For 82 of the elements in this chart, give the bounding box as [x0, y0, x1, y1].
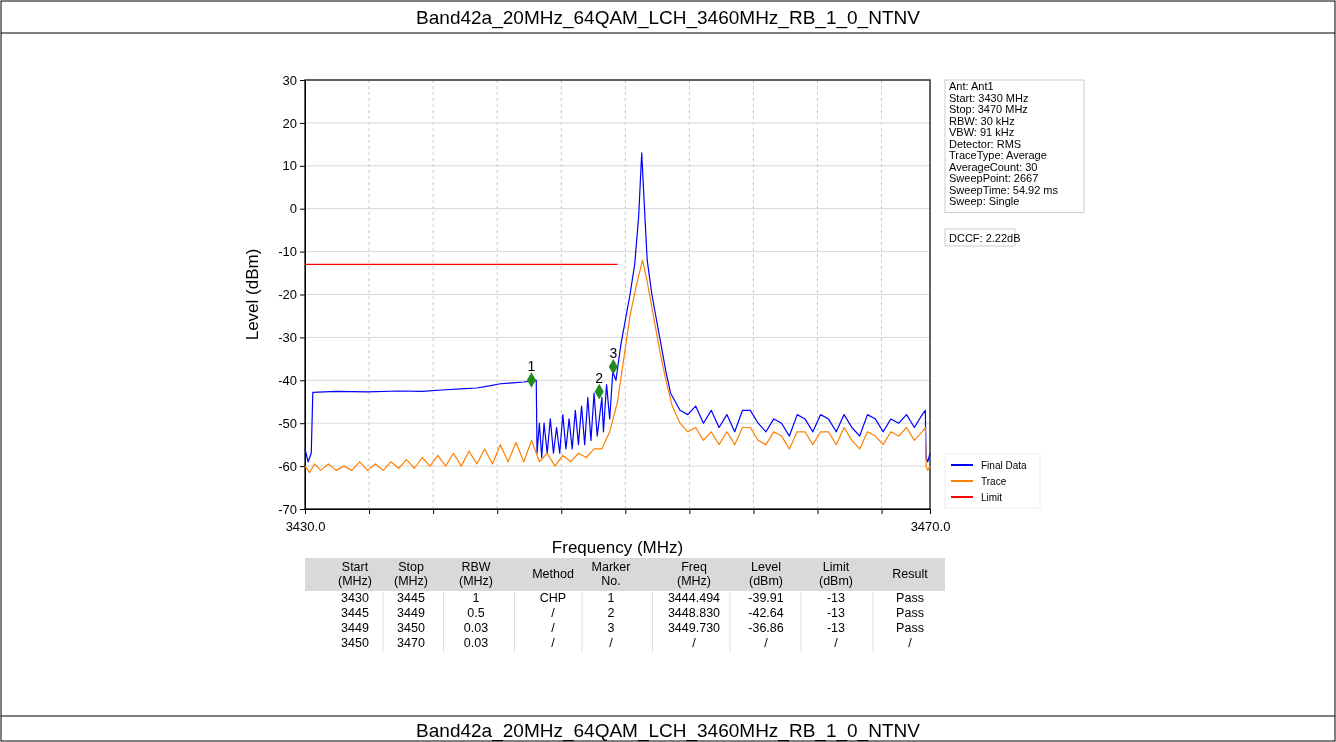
text: / — [834, 636, 839, 650]
text: -36.86 — [748, 621, 784, 635]
text: RBW: 30 kHz — [949, 114, 1015, 127]
y-tick-label: -30 — [278, 330, 297, 346]
y-axis-title: Level (dBm) — [243, 248, 262, 341]
category-label: Limit (dBm) — [818, 560, 854, 588]
text: 3445 — [341, 606, 369, 620]
text: SweepPoint: 2667 — [949, 172, 1039, 184]
text: AverageCount: 30 — [949, 160, 1038, 173]
legend-label: Limit — [981, 492, 1003, 503]
category-label: Result — [892, 567, 929, 581]
text: VBW: 91 kHz — [949, 126, 1015, 138]
text: Pass — [896, 621, 924, 635]
text: 3445 — [397, 591, 425, 605]
x-axis-title: Frequency (MHz) — [551, 538, 684, 557]
text: -13 — [826, 621, 846, 635]
text: 3449 — [397, 606, 425, 620]
text: 3430 — [341, 591, 369, 605]
text: 3448.830 — [667, 606, 721, 620]
y-tick-label: -10 — [278, 244, 297, 260]
text: SweepTime: 54.92 ms — [949, 183, 1059, 196]
annotation: 1 — [527, 357, 536, 374]
text: Stop: 3470 MHz — [949, 103, 1028, 115]
y-tick-label: -20 — [278, 287, 297, 303]
text: CHP — [539, 591, 567, 605]
legend-label: Trace — [981, 476, 1007, 487]
category-label: Stop (MHz) — [393, 560, 429, 588]
y-tick-label: -60 — [278, 458, 297, 474]
y-tick-label: 30 — [282, 72, 297, 88]
text: / — [551, 621, 556, 635]
text: / — [551, 606, 556, 620]
text: -13 — [826, 606, 846, 620]
text: / — [609, 636, 614, 650]
y-tick-label: -40 — [278, 372, 297, 388]
y-tick-label: 0 — [289, 201, 297, 217]
text: DCCF: 2.22dB — [949, 232, 1021, 244]
y-tick-label: -70 — [278, 501, 297, 517]
text: / — [908, 636, 913, 650]
text: -42.64 — [748, 606, 784, 620]
text: 3 — [607, 621, 615, 635]
text: / — [764, 636, 769, 650]
annotation: 2 — [595, 369, 604, 386]
text: 3449 — [341, 621, 369, 635]
text: 3444.494 — [667, 591, 721, 605]
text: -13 — [826, 591, 846, 605]
text: -39.91 — [748, 591, 784, 605]
text: 3450 — [341, 636, 369, 650]
text: Pass — [896, 591, 924, 605]
line-series — [304, 259, 931, 474]
text: / — [692, 636, 697, 650]
category-label: Freq (MHz) — [676, 560, 712, 588]
text: / — [551, 636, 556, 650]
y-tick-label: 20 — [282, 115, 297, 131]
x-tick-label: 3430.0 — [285, 519, 326, 535]
legend-label: Final Data — [981, 460, 1028, 471]
y-tick-label: -50 — [278, 415, 297, 431]
text: 1 — [607, 591, 615, 605]
x-tick-label: 3470.0 — [910, 519, 951, 535]
category-label: Method — [532, 567, 574, 581]
text: Detector: RMS — [949, 137, 1022, 150]
text: Pass — [896, 606, 924, 620]
chart-title: Band42a_20MHz_64QAM_LCH_3460MHz_RB_1_0_NTNV — [416, 7, 921, 29]
category-label: Level (dBm) — [748, 560, 784, 588]
text: 0.5 — [467, 606, 485, 620]
line-series — [304, 152, 931, 463]
category-label: RBW (MHz) — [458, 560, 494, 588]
text: Sweep: Single — [949, 195, 1020, 207]
text: 0.03 — [463, 621, 489, 635]
text: 1 — [472, 591, 480, 605]
annotation: 3 — [609, 344, 618, 361]
text: TraceType: Average — [949, 149, 1047, 161]
text: 3450 — [397, 621, 425, 635]
text: 0.03 — [463, 636, 489, 650]
category-label: Marker No. — [591, 560, 631, 588]
text: Band42a_20MHz_64QAM_LCH_3460MHz_RB_1_0_NTNV — [416, 720, 921, 742]
text: 3470 — [397, 636, 425, 650]
text: 2 — [607, 606, 615, 620]
text: Ant: Ant1 — [949, 80, 994, 92]
y-tick-label: 10 — [282, 158, 297, 174]
category-label: Start (MHz) — [337, 560, 373, 588]
text: Start: 3430 MHz — [949, 91, 1029, 104]
text: 3449.730 — [667, 621, 721, 635]
